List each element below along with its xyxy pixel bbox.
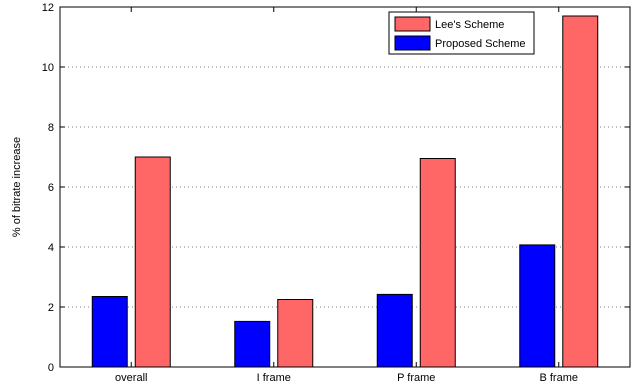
bar-lee-s-scheme-overall xyxy=(134,156,171,368)
x-tick-label-b-frame: B frame xyxy=(539,372,578,384)
y-tick-label-6: 6 xyxy=(48,182,54,194)
x-tick-label-overall: overall xyxy=(115,372,147,384)
legend-label-proposed-scheme: Proposed Scheme xyxy=(435,38,526,50)
y-tick-label-8: 8 xyxy=(48,122,54,134)
y-tick-label-0: 0 xyxy=(48,362,54,374)
legend-swatch-proposed-scheme xyxy=(394,35,431,51)
legend: Lee's Scheme Proposed Scheme xyxy=(388,11,535,55)
legend-label-lees-scheme: Lee's Scheme xyxy=(435,19,504,31)
bar-proposed-scheme-overall xyxy=(91,296,128,368)
bar-proposed-scheme-i-frame xyxy=(234,320,271,368)
y-tick-label-2: 2 xyxy=(48,302,54,314)
y-tick-label-4: 4 xyxy=(48,242,54,254)
x-tick-label-p-frame: P frame xyxy=(397,372,435,384)
y-tick-label-12: 12 xyxy=(42,2,54,14)
legend-swatch-lees-scheme xyxy=(394,16,431,32)
bars xyxy=(91,15,599,368)
bar-proposed-scheme-p-frame xyxy=(376,293,413,368)
x-tick-label-i-frame: I frame xyxy=(257,372,291,384)
ticks: 0 2 4 6 8 10 12 overall I frame P frame B frame xyxy=(42,2,630,384)
gridlines xyxy=(60,66,630,308)
bar-lee-s-scheme-i-frame xyxy=(277,299,314,368)
y-tick-label-10: 10 xyxy=(42,62,54,74)
bar-lee-s-scheme-b-frame xyxy=(562,15,599,368)
y-axis-label: % of bitrate increase xyxy=(11,137,23,237)
bar-lee-s-scheme-p-frame xyxy=(419,158,456,368)
bar-proposed-scheme-b-frame xyxy=(519,244,556,368)
